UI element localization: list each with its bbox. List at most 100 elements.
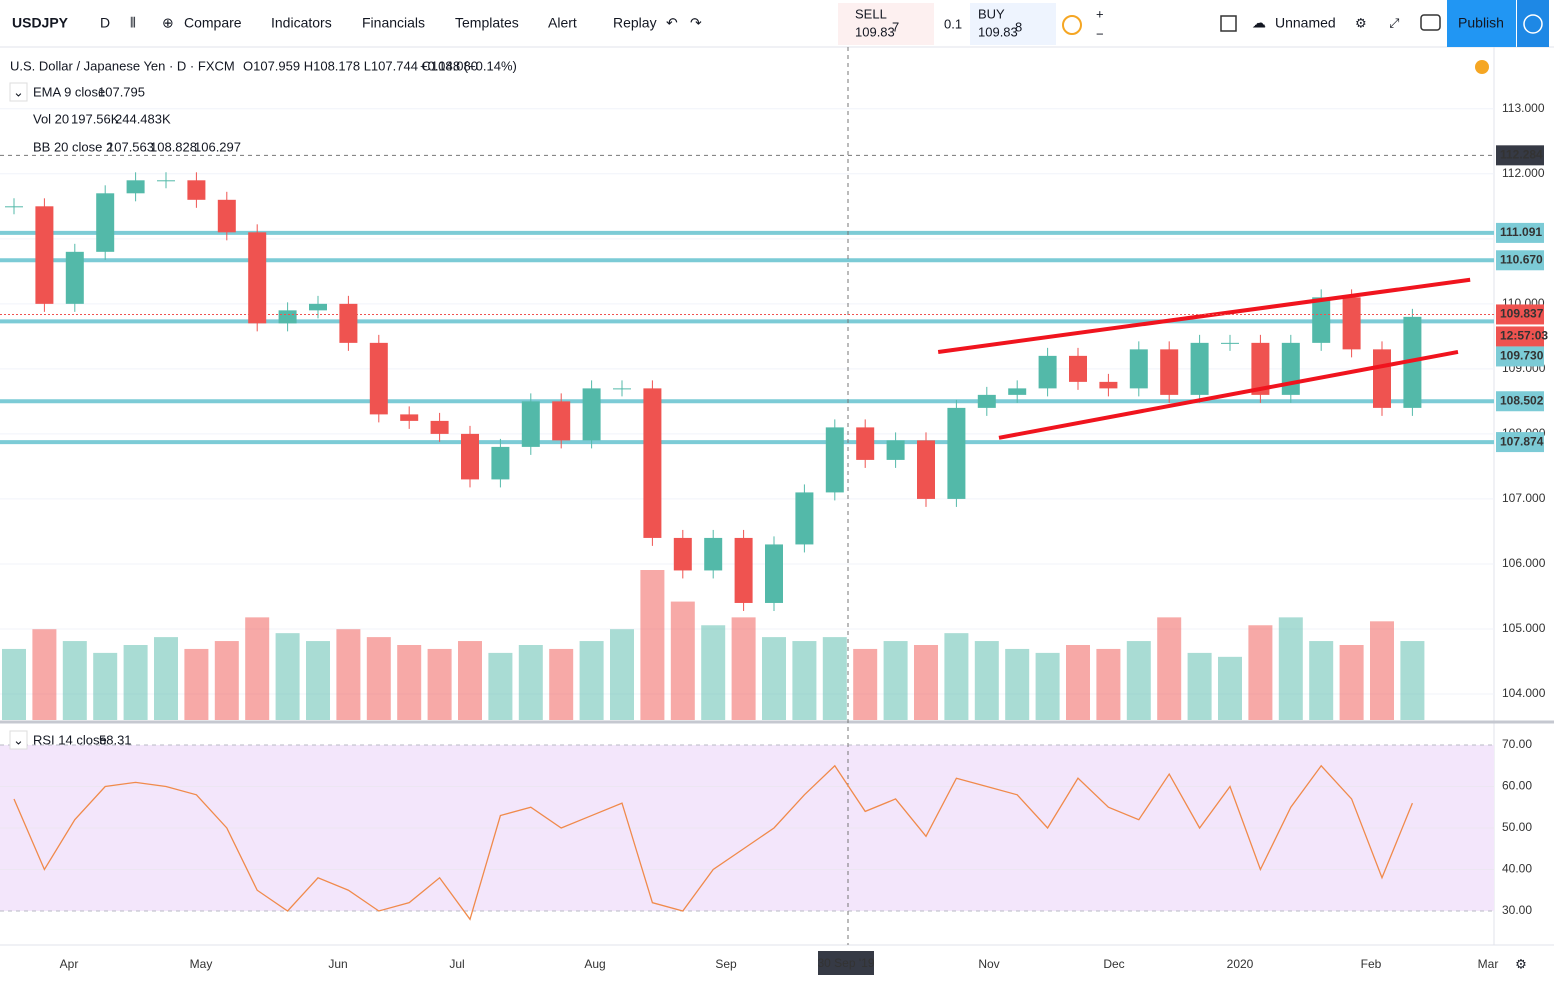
volume-bar xyxy=(549,648,574,720)
volume-bar xyxy=(336,629,361,720)
alert[interactable]: Alert xyxy=(548,15,577,31)
qty-minus[interactable]: − xyxy=(1096,26,1104,41)
price-label: 108.502 xyxy=(1500,393,1544,407)
publish-button[interactable] xyxy=(1447,0,1516,47)
volume-bar xyxy=(1400,641,1425,720)
financials[interactable]: Financials xyxy=(362,15,425,31)
volume-bar xyxy=(1309,641,1334,720)
legend-title: U.S. Dollar / Japanese Yen · D · FXCM xyxy=(10,58,235,73)
volume-bar xyxy=(670,601,695,720)
volume-bar xyxy=(1370,621,1394,720)
volume-bar xyxy=(883,641,908,720)
volume-bar xyxy=(366,637,391,720)
stream-icon xyxy=(1523,14,1543,34)
volume-bar xyxy=(1126,641,1151,720)
candle xyxy=(977,394,996,408)
volume-bar xyxy=(518,645,543,720)
cloud-icon: ☁ xyxy=(1252,15,1266,31)
collapse-button[interactable] xyxy=(9,82,28,102)
undo[interactable]: ↶ xyxy=(666,15,678,31)
channel-line xyxy=(937,277,1471,354)
bb-lower: 106.297 xyxy=(194,139,241,154)
price-label: 112.284 xyxy=(1500,148,1543,162)
axis-settings[interactable]: ⚙ xyxy=(1515,956,1527,971)
volume-bar xyxy=(701,625,726,720)
candle xyxy=(704,537,723,571)
price-label: 111.091 xyxy=(1500,225,1542,239)
sell-label: SELL xyxy=(855,6,887,21)
interval[interactable]: D xyxy=(100,15,110,31)
info-icon[interactable] xyxy=(1062,15,1082,35)
ema-value: 107.795 xyxy=(98,84,145,99)
alert-dot[interactable] xyxy=(1475,60,1489,74)
candle xyxy=(369,342,388,415)
volume-bar xyxy=(1278,617,1303,720)
y-tick-label: 105.000 xyxy=(1502,621,1546,635)
channel-line xyxy=(998,349,1459,440)
y-tick-label: 60.00 xyxy=(1502,779,1532,793)
compare-icon[interactable]: ⊕ xyxy=(162,15,174,31)
publish: Publish xyxy=(1458,15,1504,31)
y-tick-label: 112.000 xyxy=(1502,166,1545,180)
y-tick-label: 106.000 xyxy=(1502,556,1546,570)
spread: 0.1 xyxy=(944,16,962,31)
volume-bar xyxy=(1218,656,1242,720)
layout-name[interactable]: Unnamed xyxy=(1275,15,1336,31)
candle xyxy=(35,206,54,304)
candle xyxy=(673,537,692,571)
rsi-collapse-button[interactable] xyxy=(9,730,28,750)
candle xyxy=(795,492,814,545)
candle xyxy=(886,440,905,460)
volume-bar xyxy=(275,633,300,720)
candle xyxy=(126,180,145,194)
y-tick-label: 113.000 xyxy=(1502,101,1545,115)
buy-price: 109.83 xyxy=(978,24,1018,39)
settings-icon[interactable]: ⚙ xyxy=(1355,15,1367,30)
indicators[interactable]: Indicators xyxy=(271,15,332,31)
symbol[interactable]: USDJPY xyxy=(12,15,69,31)
y-tick-label: 70.00 xyxy=(1502,737,1532,751)
price-label-box xyxy=(1496,346,1544,367)
fullscreen-icon[interactable]: ⤢ xyxy=(1389,15,1399,30)
candle xyxy=(339,303,358,343)
time-label: Sep xyxy=(715,957,737,971)
candle xyxy=(825,427,844,493)
price-label-box xyxy=(1496,222,1544,243)
templates[interactable]: Templates xyxy=(455,15,519,31)
compare[interactable]: Compare xyxy=(184,15,242,31)
candle xyxy=(521,401,540,447)
candle xyxy=(217,199,236,233)
candle xyxy=(430,420,449,434)
volume-bar xyxy=(123,645,148,720)
y-tick-label: 104.000 xyxy=(1502,686,1546,700)
volume-bar xyxy=(306,641,330,720)
select-icon[interactable] xyxy=(1220,15,1237,32)
replay[interactable]: Replay xyxy=(613,15,657,31)
y-tick-label: 107.000 xyxy=(1502,491,1546,505)
volume-bar xyxy=(154,637,178,720)
screenshot-icon[interactable] xyxy=(1420,14,1441,31)
candle xyxy=(613,388,631,390)
buy-button[interactable] xyxy=(970,3,1056,45)
price-label: 110.670 xyxy=(1500,252,1543,266)
candle xyxy=(1342,297,1361,350)
sell-price: 109.83 xyxy=(855,24,895,39)
stream-button[interactable] xyxy=(1517,0,1549,47)
qty-plus[interactable]: + xyxy=(1096,6,1104,21)
price-label-box xyxy=(1496,391,1544,412)
volume-bar xyxy=(62,641,87,720)
legend-ohlc: O107.959 H108.178 L107.744 C108.080 xyxy=(243,58,478,73)
volume-bar xyxy=(731,617,756,720)
candle xyxy=(400,414,419,421)
volume-bar xyxy=(1066,645,1090,720)
chart-style-icon[interactable]: ⫴ xyxy=(130,15,136,31)
volume-bar xyxy=(427,648,452,720)
volume-bar xyxy=(1157,617,1182,720)
redo[interactable]: ↷ xyxy=(690,15,702,31)
volume-bar xyxy=(2,648,26,720)
time-label: Aug xyxy=(584,957,605,971)
ema-name: EMA 9 close xyxy=(33,84,105,99)
vol-ma: 244.483K xyxy=(115,111,171,126)
candle xyxy=(187,180,206,200)
sell-button[interactable] xyxy=(838,3,934,45)
